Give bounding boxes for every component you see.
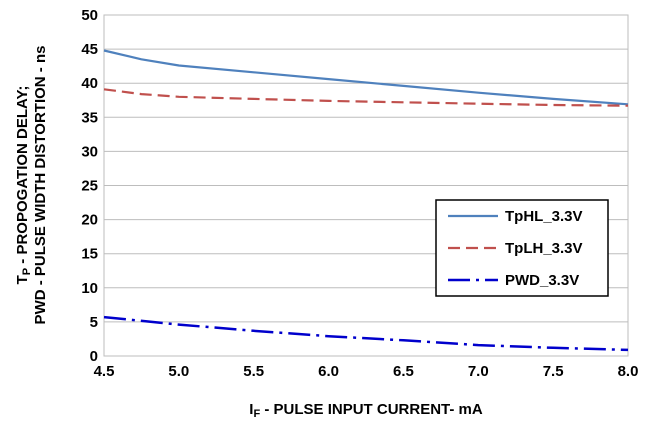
y-axis-title-line1: TP - PROPOGATION DELAY; bbox=[14, 86, 33, 285]
x-tick-label: 5.0 bbox=[168, 363, 189, 380]
series-line-tphl-3-3v bbox=[103, 49, 629, 106]
y-tick-label: 45 bbox=[81, 41, 98, 58]
y-tick-label: 30 bbox=[81, 143, 98, 160]
x-tick-label: 5.5 bbox=[243, 363, 264, 380]
x-tick-label: 6.5 bbox=[393, 363, 414, 380]
y-axis-title-subscript: P bbox=[21, 268, 33, 275]
legend: TpHL_3.3V TpLH_3.3V PWD_3.3V bbox=[435, 199, 609, 297]
y-axis-title-rest: - PROPOGATION DELAY; bbox=[14, 86, 31, 268]
y-axis-title-line2: PWD - PULSE WIDTH DISTORTION - ns bbox=[32, 46, 49, 325]
legend-label-tplh: TpLH_3.3V bbox=[505, 240, 583, 257]
x-axis-title: IF - PULSE INPUT CURRENT- mA bbox=[249, 401, 483, 420]
y-tick-label: 25 bbox=[81, 178, 98, 195]
x-tick-label: 7.0 bbox=[468, 363, 489, 380]
y-tick-label: 35 bbox=[81, 109, 98, 126]
y-tick-labels: 0 5 10 15 20 25 30 35 40 45 50 bbox=[81, 7, 98, 365]
y-tick-label: 0 bbox=[90, 348, 98, 365]
y-tick-label: 40 bbox=[81, 75, 98, 92]
series-layer bbox=[103, 49, 629, 352]
x-axis-title-main: I bbox=[249, 401, 253, 418]
x-tick-label: 6.0 bbox=[318, 363, 339, 380]
x-tick-label: 8.0 bbox=[618, 363, 639, 380]
series-line-tplh-3-3v bbox=[103, 88, 629, 107]
legend-label-tphl: TpHL_3.3V bbox=[505, 208, 583, 225]
y-tick-label: 5 bbox=[90, 314, 98, 331]
y-tick-label: 50 bbox=[81, 7, 98, 24]
plot-area bbox=[103, 14, 629, 357]
legend-label-pwd: PWD_3.3V bbox=[505, 272, 579, 289]
y-tick-label: 15 bbox=[81, 246, 98, 263]
series-line-pwd-3-3v bbox=[103, 315, 629, 352]
x-tick-label: 4.5 bbox=[94, 363, 115, 380]
x-axis-title-rest: - PULSE INPUT CURRENT- mA bbox=[260, 401, 483, 418]
x-tick-label: 7.5 bbox=[543, 363, 564, 380]
x-tick-labels: 4.5 5.0 5.5 6.0 6.5 7.0 7.5 8.0 bbox=[94, 363, 639, 380]
x-axis-title-subscript: F bbox=[253, 408, 260, 420]
y-tick-label: 10 bbox=[81, 280, 98, 297]
y-axis-title-main: T bbox=[14, 275, 31, 284]
y-tick-label: 20 bbox=[81, 212, 98, 229]
